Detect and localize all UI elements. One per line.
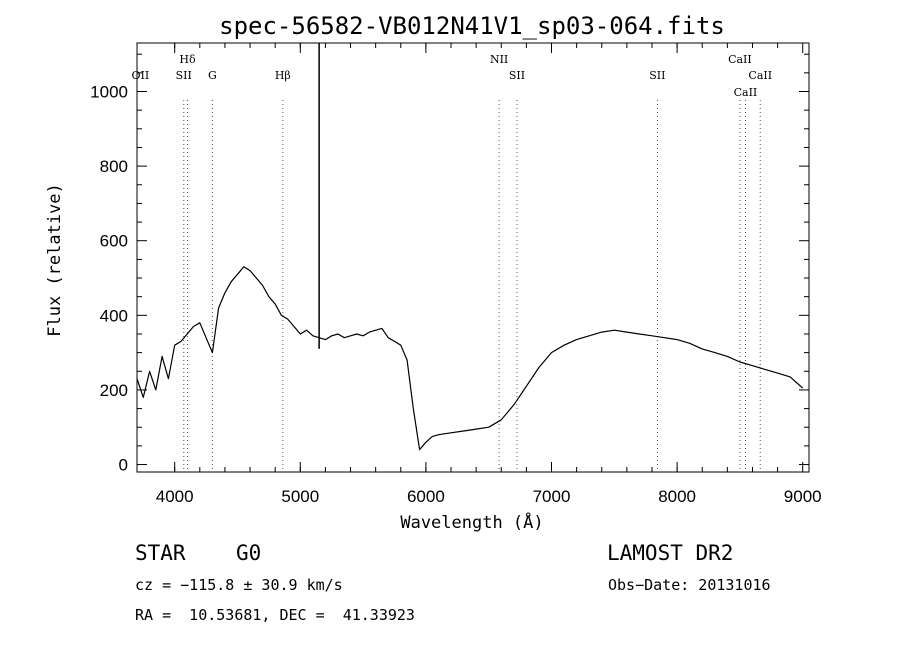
line-label: Hδ (179, 53, 196, 66)
x-axis-label: Wavelength (Å) (400, 511, 543, 533)
chart-title: spec-56582-VB012N41V1_sp03-064.fits (219, 12, 725, 40)
y-axis-label: Flux (relative) (45, 183, 65, 337)
line-label: SII (176, 69, 192, 82)
y-tick-label: 400 (100, 306, 128, 325)
y-tick-label: 800 (100, 157, 128, 176)
coordinates: RA = 10.53681, DEC = 41.33923 (135, 606, 415, 624)
x-tick-label: 5000 (281, 487, 319, 506)
line-label: CaII (728, 53, 752, 66)
x-tick-label: 8000 (658, 487, 696, 506)
spectral-subclass: G0 (236, 541, 262, 565)
y-tick-label: 0 (119, 456, 128, 475)
line-label: Hβ (275, 69, 291, 82)
line-label: CaII (748, 69, 772, 82)
y-tick-label: 200 (100, 381, 128, 400)
spectrum-line (136, 266, 804, 451)
object-class: STAR (135, 541, 186, 565)
x-axis: 4000 5000 6000 7000 8000 9000 (156, 43, 822, 506)
y-axis: 0 200 400 600 800 1000 (90, 53, 809, 475)
redshift-value: cz = −115.8 ± 30.9 km/s (135, 576, 343, 594)
spectrum-series (136, 43, 804, 451)
line-label: SII (509, 69, 525, 82)
x-tick-label: 4000 (156, 487, 194, 506)
line-label: CaII (734, 86, 758, 99)
x-tick-label: 9000 (784, 487, 822, 506)
line-label: OII (132, 69, 150, 82)
survey-name: LAMOST DR2 (607, 541, 734, 565)
x-tick-label: 6000 (407, 487, 445, 506)
line-label: G (208, 69, 217, 82)
y-tick-label: 600 (100, 232, 128, 251)
y-tick-label: 1000 (90, 82, 128, 101)
x-tick-label: 7000 (533, 487, 571, 506)
line-label: SII (649, 69, 665, 82)
obs-date: Obs−Date: 20131016 (608, 576, 771, 594)
line-label: NII (490, 53, 508, 66)
plot-frame (136, 42, 810, 473)
